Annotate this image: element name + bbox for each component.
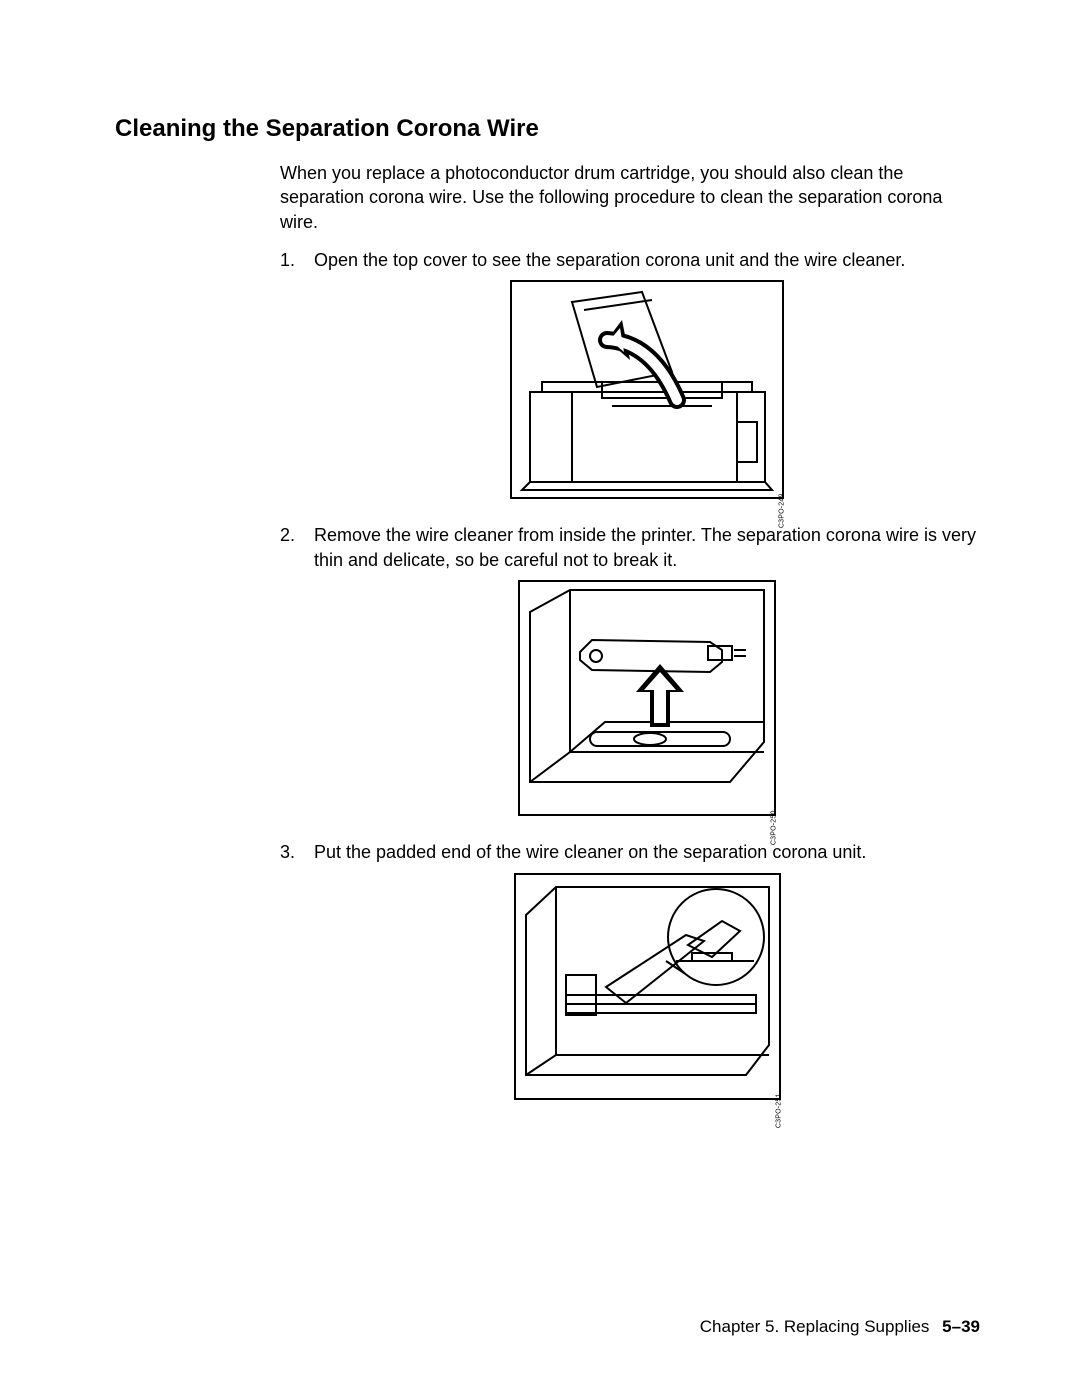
page-number: 5–39 bbox=[942, 1317, 980, 1336]
step-text: Remove the wire cleaner from inside the … bbox=[314, 525, 976, 569]
figure-wrap: C3PO-251 bbox=[314, 873, 980, 1106]
printer-open-cover-icon bbox=[512, 282, 782, 497]
step-list: 1. Open the top cover to see the separat… bbox=[280, 248, 980, 1106]
figure-label: C3PO-251 bbox=[774, 1094, 783, 1129]
step-item: 3. Put the padded end of the wire cleane… bbox=[280, 840, 980, 1106]
step-number: 1. bbox=[280, 248, 295, 272]
step-number: 3. bbox=[280, 840, 295, 864]
figure-wrap: C3PO-250 bbox=[314, 580, 980, 822]
step-item: 2. Remove the wire cleaner from inside t… bbox=[280, 523, 980, 822]
cleaner-on-corona-icon bbox=[516, 875, 779, 1098]
step-item: 1. Open the top cover to see the separat… bbox=[280, 248, 980, 506]
figure-3: C3PO-251 bbox=[514, 873, 781, 1100]
step-text: Put the padded end of the wire cleaner o… bbox=[314, 842, 866, 862]
step-text: Open the top cover to see the separation… bbox=[314, 250, 905, 270]
page-footer: Chapter 5. Replacing Supplies 5–39 bbox=[700, 1317, 980, 1337]
page: Cleaning the Separation Corona Wire When… bbox=[0, 0, 1080, 1397]
section-title: Cleaning the Separation Corona Wire bbox=[115, 115, 980, 143]
figure-1: C3PO-249 bbox=[510, 280, 784, 499]
figure-wrap: C3PO-249 bbox=[314, 280, 980, 505]
wire-cleaner-remove-icon bbox=[520, 582, 774, 814]
figure-2: C3PO-250 bbox=[518, 580, 776, 816]
chapter-label: Chapter 5. Replacing Supplies bbox=[700, 1317, 930, 1336]
step-number: 2. bbox=[280, 523, 295, 547]
intro-paragraph: When you replace a photoconductor drum c… bbox=[280, 161, 980, 234]
body-block: When you replace a photoconductor drum c… bbox=[280, 161, 980, 1106]
